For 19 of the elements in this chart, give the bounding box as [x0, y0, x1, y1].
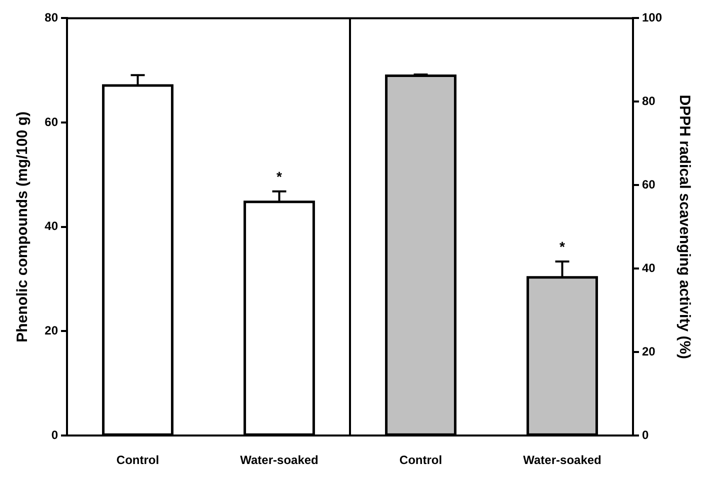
y2-tick-label: 40 [642, 260, 656, 275]
y-tick-label: 20 [44, 324, 58, 338]
x-tick-label: Control [116, 453, 160, 468]
x-tick-label: Control [399, 453, 442, 468]
y2-tick-label: 100 [642, 10, 662, 25]
y-tick-label: 80 [44, 10, 58, 25]
x-tick-label: Water-soaked [240, 453, 318, 468]
annotation: * [560, 238, 566, 254]
annotation: * [276, 168, 283, 184]
y-tick-label: 60 [44, 114, 58, 129]
y-tick-label: 0 [51, 428, 58, 442]
y2-axis-title: DPPH radical scavenging activity (%) [676, 94, 693, 360]
y2-tick-label: 60 [642, 177, 656, 192]
y2-tick-label: 80 [642, 94, 656, 108]
y2-tick-label: 0 [642, 428, 649, 442]
y2-tick-label: 20 [642, 344, 656, 358]
x-tick-label: Water-soaked [523, 453, 602, 468]
y-axis-title: Phenolic compounds (mg/100 g) [14, 111, 32, 342]
y-tick-label: 40 [44, 219, 58, 234]
